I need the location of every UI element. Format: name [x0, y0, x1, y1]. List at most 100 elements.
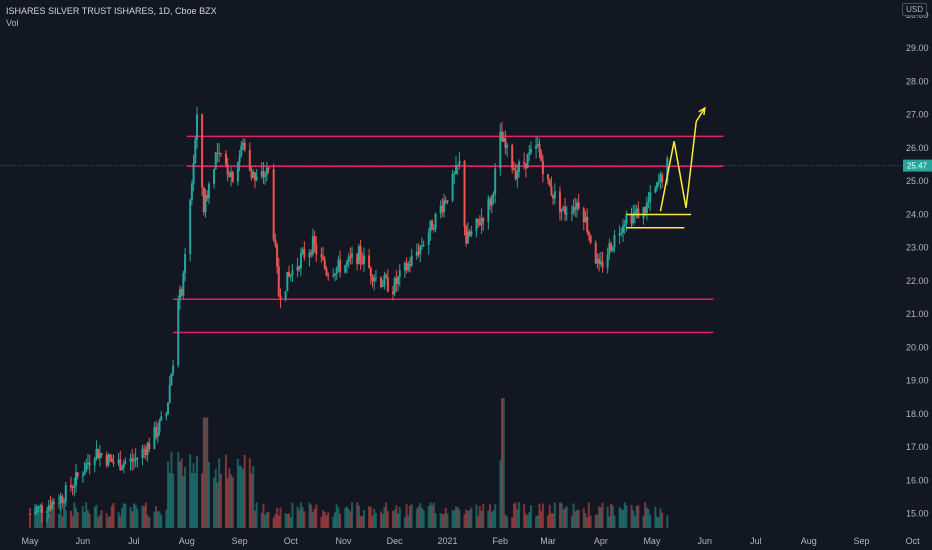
symbol-title[interactable]: ISHARES SILVER TRUST ISHARES, 1D, Cboe B… [6, 6, 217, 16]
candle-body [477, 218, 480, 222]
volume-bar [110, 505, 113, 528]
candle-body [553, 191, 556, 199]
candle-body [264, 175, 267, 177]
currency-badge[interactable]: USD [902, 3, 927, 16]
volume-bar [439, 513, 442, 528]
volume-bar [466, 511, 469, 528]
annotation-arrow[interactable] [695, 107, 706, 122]
volume-bar [241, 468, 244, 528]
candle-body [160, 416, 163, 421]
volume-bar [487, 510, 490, 528]
volume-bar [475, 504, 478, 528]
volume-bar [310, 504, 313, 528]
volume-bar [575, 509, 578, 528]
candle-body [434, 213, 437, 230]
candle-body [490, 196, 493, 206]
candle-body [248, 149, 251, 171]
candle-body [153, 427, 156, 449]
drawing-annotations[interactable] [626, 106, 706, 229]
volume-bar [170, 451, 173, 528]
candle-body [575, 202, 578, 210]
volume-bar [202, 417, 205, 528]
volume-bar [434, 513, 437, 528]
volume-bar [422, 509, 425, 528]
candle-body [195, 114, 198, 140]
volume-bar [75, 507, 78, 528]
volume-bar [441, 513, 444, 528]
time-axis[interactable]: May Jun Jul Aug Sep Oct Nov Dec 2021 Feb Mar Apr May… [21, 536, 920, 546]
candle-body [117, 459, 120, 464]
candle-body [69, 485, 72, 488]
volume-bar [391, 510, 394, 528]
volume-bar [374, 513, 377, 528]
volume-bar [468, 510, 471, 528]
candle-body [110, 458, 113, 462]
candle-body [499, 131, 502, 169]
candle-body [644, 207, 647, 213]
candle-body [586, 216, 589, 232]
volume-bar [182, 475, 185, 528]
candle-body [121, 467, 124, 470]
volume-bar [444, 507, 447, 528]
volume-bar [204, 417, 207, 528]
price-candles [29, 106, 669, 523]
volume-bar [279, 507, 282, 528]
volume-bar [536, 515, 539, 528]
volume-bar [504, 514, 507, 528]
volume-bar [265, 512, 268, 528]
candle-body [470, 230, 473, 236]
volume-bar [490, 512, 493, 528]
candle-body [131, 458, 134, 462]
volume-bar [538, 503, 541, 528]
candle-body [146, 443, 149, 456]
volume-bar [570, 515, 573, 528]
candle-body [206, 194, 209, 199]
candle-body [403, 263, 406, 271]
candle-body [320, 254, 323, 257]
volume-bar [589, 515, 592, 528]
volume-bar [335, 504, 338, 528]
candle-body [339, 259, 342, 273]
volume-bar [480, 510, 483, 528]
candle-body [439, 205, 442, 214]
candle-body [397, 276, 400, 285]
volume-bar [184, 466, 187, 528]
candle-body [177, 300, 180, 366]
volume-bar [88, 513, 91, 528]
volume-bar [243, 454, 246, 528]
candle-body [647, 201, 650, 203]
candle-body [656, 182, 659, 189]
candle-body [344, 265, 347, 273]
horizontal-levels[interactable] [173, 135, 724, 334]
volume-bar [357, 505, 360, 528]
candle-body [501, 131, 504, 142]
candle-body [584, 216, 587, 223]
candle-body [184, 254, 187, 274]
annotation-path[interactable] [659, 121, 698, 212]
candle-body [558, 191, 561, 212]
volume-bar [356, 502, 359, 528]
candle-body [325, 268, 328, 276]
time-tick-label: Nov [336, 536, 353, 546]
volume-bar [403, 517, 406, 528]
candle-body [170, 373, 173, 385]
volume-label[interactable]: Vol [6, 18, 19, 28]
volume-bar [122, 503, 125, 528]
candle-body [39, 505, 42, 507]
volume-bar [105, 512, 108, 528]
volume-bar [284, 513, 287, 528]
volume-bar [180, 458, 183, 528]
volume-bar [109, 515, 112, 528]
candle-body [564, 206, 567, 215]
candle-body [298, 266, 301, 269]
candle-body [548, 179, 551, 186]
price-tick-label: 24.00 [906, 209, 929, 219]
volume-bar [635, 505, 638, 528]
price-tick-label: 22.00 [906, 276, 929, 286]
candle-body [516, 171, 519, 179]
candle-body [514, 170, 517, 179]
volume-bar [322, 510, 325, 528]
volume-bar [499, 460, 502, 528]
